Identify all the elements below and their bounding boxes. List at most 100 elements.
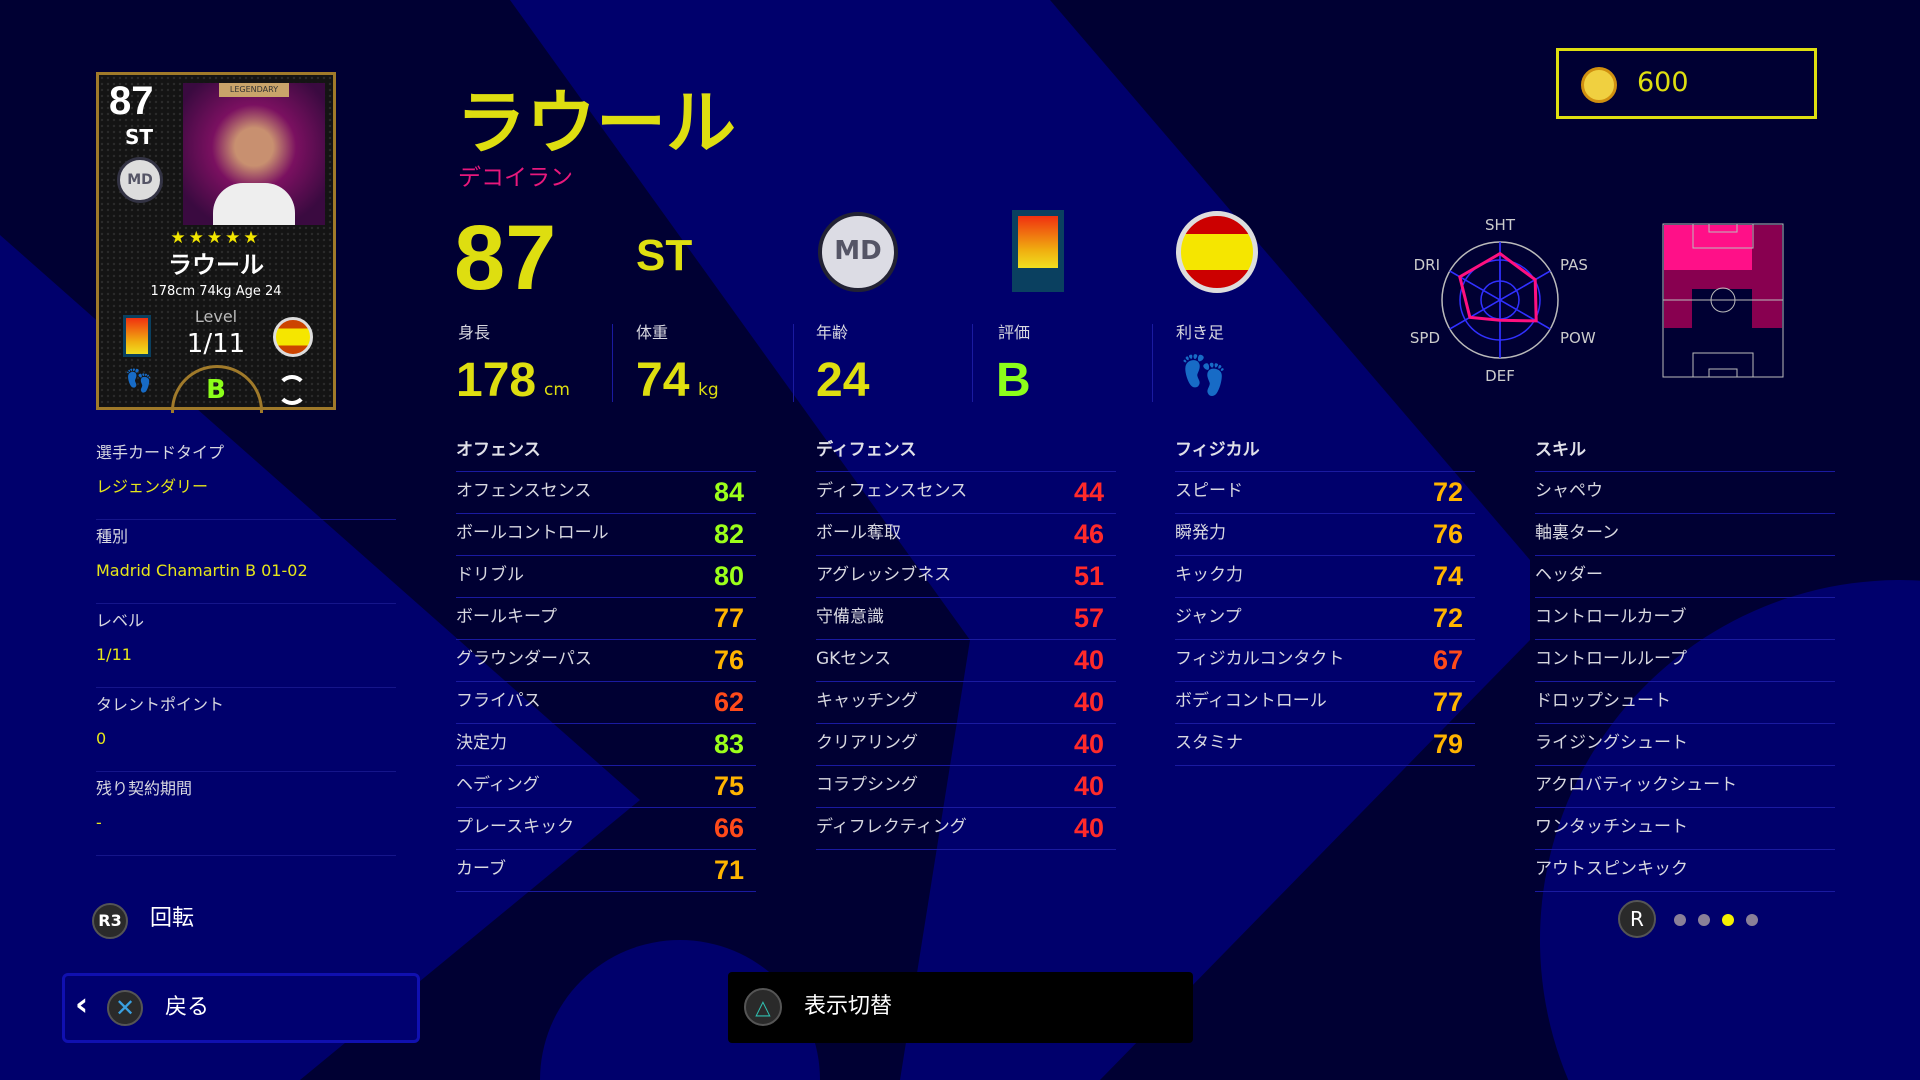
- stat-row[interactable]: ドリブル 80: [456, 556, 756, 598]
- stat-row[interactable]: スタミナ 79: [1175, 724, 1475, 766]
- stat-row[interactable]: 決定力 83: [456, 724, 756, 766]
- card-grade: B: [206, 375, 226, 405]
- page-dot[interactable]: [1674, 914, 1686, 926]
- stat-row[interactable]: クリアリング 40: [816, 724, 1116, 766]
- page-dot[interactable]: [1722, 914, 1734, 926]
- skill-name: コントロールカーブ: [1535, 607, 1687, 627]
- stat-row[interactable]: ヘディング 75: [456, 766, 756, 808]
- info-value: -: [96, 813, 102, 832]
- stat-row[interactable]: カーブ 71: [456, 850, 756, 892]
- triangle-button-icon: △: [744, 988, 782, 1026]
- page-dot[interactable]: [1698, 914, 1710, 926]
- stat-row[interactable]: オフェンスセンス 84: [456, 472, 756, 514]
- r-button-icon: R: [1618, 900, 1656, 938]
- skill-row[interactable]: ライジングシュート: [1535, 724, 1835, 766]
- skill-name: ドロップシュート: [1535, 691, 1671, 711]
- stat-row[interactable]: ボールキープ 77: [456, 598, 756, 640]
- stat-name: クリアリング: [816, 733, 918, 753]
- stat-row[interactable]: アグレッシブネス 51: [816, 556, 1116, 598]
- info-item: 選手カードタイプ レジェンダリー: [96, 436, 396, 520]
- overall-rating: 87: [454, 207, 557, 309]
- stat-row[interactable]: プレースキック 66: [456, 808, 756, 850]
- back-button[interactable]: ‹ ✕ 戻る: [62, 973, 420, 1043]
- foot-icon: 👣: [125, 369, 153, 394]
- column-header: ディフェンス: [816, 438, 1116, 472]
- toggle-view-button[interactable]: △ 表示切替: [728, 972, 1193, 1043]
- stat-value: 72: [1432, 603, 1463, 633]
- stat-value: 46: [1073, 519, 1104, 549]
- skill-row[interactable]: シャペウ: [1535, 472, 1835, 514]
- stat-row[interactable]: コラプシング 40: [816, 766, 1116, 808]
- stat-value: 82: [713, 519, 744, 549]
- card-info: 178cm 74kg Age 24: [150, 284, 282, 299]
- coin-balance[interactable]: 600: [1556, 48, 1817, 119]
- stat-row[interactable]: キャッチング 40: [816, 682, 1116, 724]
- league-logo-icon[interactable]: [1012, 210, 1064, 292]
- stat-name: アグレッシブネス: [816, 565, 952, 585]
- stat-row[interactable]: グラウンダーパス 76: [456, 640, 756, 682]
- skill-row[interactable]: コントロールカーブ: [1535, 598, 1835, 640]
- stat-value: 40: [1073, 771, 1104, 801]
- position-heatmap[interactable]: [1662, 223, 1784, 378]
- stat-row[interactable]: ディフレクティング 40: [816, 808, 1116, 850]
- stat-value: 40: [1073, 813, 1104, 843]
- radar-label: POW: [1560, 329, 1596, 347]
- skill-row[interactable]: 軸裏ターン: [1535, 514, 1835, 556]
- card-rating: 87: [109, 79, 154, 123]
- rotate-label[interactable]: 回転: [150, 906, 195, 931]
- stat-value: 76: [713, 645, 744, 675]
- skill-row[interactable]: ドロップシュート: [1535, 682, 1835, 724]
- stat-row[interactable]: 瞬発力 76: [1175, 514, 1475, 556]
- stat-row[interactable]: ボールコントロール 82: [456, 514, 756, 556]
- stat-row[interactable]: ボディコントロール 77: [1175, 682, 1475, 724]
- stat-value: 40: [1073, 729, 1104, 759]
- info-item: 種別 Madrid Chamartin B 01-02: [96, 520, 396, 604]
- skill-row[interactable]: アウトスピンキック: [1535, 850, 1835, 892]
- stat-value: 40: [1073, 687, 1104, 717]
- page-indicator[interactable]: R: [1612, 898, 1772, 942]
- club-badge-icon[interactable]: MD: [818, 212, 898, 292]
- stat-value: 76: [1432, 519, 1463, 549]
- info-label: レベル: [96, 611, 145, 630]
- stat-value: 74: [1432, 561, 1463, 591]
- stat-name: ボールキープ: [456, 607, 557, 627]
- info-value: レジェンダリー: [96, 477, 209, 496]
- skill-name: ライジングシュート: [1535, 733, 1688, 753]
- defense-stats: ディフェンス ディフェンスセンス 44 ボール奪取 46 アグレッシブネス 51 守備意識 57…: [816, 438, 1116, 850]
- stat-name: カーブ: [456, 859, 506, 879]
- playing-style[interactable]: デコイラン: [458, 165, 573, 191]
- stat-row[interactable]: GKセンス 40: [816, 640, 1116, 682]
- skill-row[interactable]: ワンタッチシュート: [1535, 808, 1835, 850]
- stat-row[interactable]: フィジカルコンタクト 67: [1175, 640, 1475, 682]
- stat-value: 67: [1432, 645, 1463, 675]
- stat-row[interactable]: フライパス 62: [456, 682, 756, 724]
- skill-row[interactable]: アクロバティックシュート: [1535, 766, 1835, 808]
- info-value: Madrid Chamartin B 01-02: [96, 561, 308, 580]
- stat-row[interactable]: ジャンプ 72: [1175, 598, 1475, 640]
- stat-name: プレースキック: [456, 817, 575, 837]
- stat-row[interactable]: キック力 74: [1175, 556, 1475, 598]
- stat-name: GKセンス: [816, 649, 891, 669]
- stat-row[interactable]: 守備意識 57: [816, 598, 1116, 640]
- stat-name: スタミナ: [1175, 733, 1243, 753]
- coin-amount: 600: [1637, 67, 1689, 98]
- stat-name: ボール奪取: [816, 523, 901, 543]
- info-item: 残り契約期間 -: [96, 772, 396, 856]
- stat-value: 83: [713, 729, 744, 759]
- stat-name: ジャンプ: [1175, 607, 1242, 627]
- player-card[interactable]: 87 ST MD LEGENDARY ★★★★★ ラウール 178cm 74kg…: [96, 72, 336, 413]
- nationality-flag-icon[interactable]: [1176, 211, 1258, 293]
- column-header: オフェンス: [456, 438, 756, 472]
- page-dot[interactable]: [1746, 914, 1758, 926]
- skill-name: ワンタッチシュート: [1535, 817, 1688, 837]
- skill-row[interactable]: コントロールループ: [1535, 640, 1835, 682]
- skill-name: コントロールループ: [1535, 649, 1687, 669]
- toggle-view-label: 表示切替: [804, 994, 893, 1019]
- stat-row[interactable]: ボール奪取 46: [816, 514, 1116, 556]
- back-label: 戻る: [165, 995, 210, 1020]
- info-value: 1/11: [96, 645, 132, 664]
- skill-row[interactable]: ヘッダー: [1535, 556, 1835, 598]
- skills-list: スキル シャペウ 軸裏ターン ヘッダー コントロールカーブ コントロールループ ドロップシュ…: [1535, 438, 1835, 892]
- stat-row[interactable]: ディフェンスセンス 44: [816, 472, 1116, 514]
- stat-row[interactable]: スピード 72: [1175, 472, 1475, 514]
